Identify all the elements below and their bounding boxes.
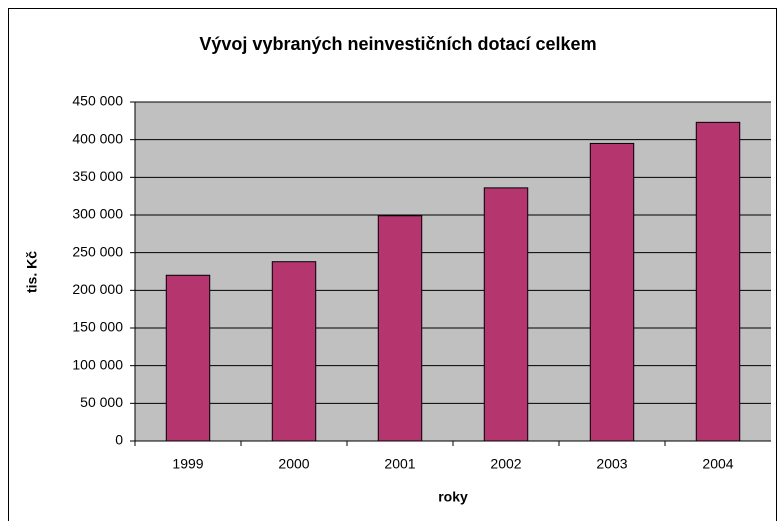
x-tick-label: 2003 bbox=[596, 456, 627, 472]
y-tick-label: 350 000 bbox=[72, 168, 123, 184]
x-tick-label: 2001 bbox=[384, 456, 415, 472]
y-tick-label: 100 000 bbox=[72, 356, 123, 372]
bar bbox=[377, 215, 423, 442]
y-tick-label: 300 000 bbox=[72, 206, 123, 222]
chart-title: Vývoj vybraných neinvestičních dotací ce… bbox=[199, 34, 596, 54]
y-tick-label: 400 000 bbox=[72, 130, 123, 146]
bar bbox=[483, 187, 529, 442]
bar bbox=[271, 261, 317, 442]
bar bbox=[695, 121, 741, 442]
x-axis-title: roky bbox=[438, 489, 468, 505]
x-tick-label: 2004 bbox=[702, 456, 733, 472]
plot-area bbox=[135, 102, 771, 441]
y-tick-label: 50 000 bbox=[80, 394, 123, 410]
x-tick-label: 1999 bbox=[172, 456, 203, 472]
chart-frame bbox=[8, 8, 777, 521]
y-tick-label: 0 bbox=[115, 432, 123, 448]
y-tick-label: 150 000 bbox=[72, 319, 123, 335]
x-tick-label: 2000 bbox=[278, 456, 309, 472]
bar bbox=[165, 274, 211, 442]
y-tick-label: 200 000 bbox=[72, 281, 123, 297]
x-tick-label: 2002 bbox=[490, 456, 521, 472]
y-tick-label: 450 000 bbox=[72, 93, 123, 109]
y-tick-label: 250 000 bbox=[72, 243, 123, 259]
bar bbox=[589, 142, 635, 442]
y-axis-title: tis. Kč bbox=[24, 251, 40, 293]
